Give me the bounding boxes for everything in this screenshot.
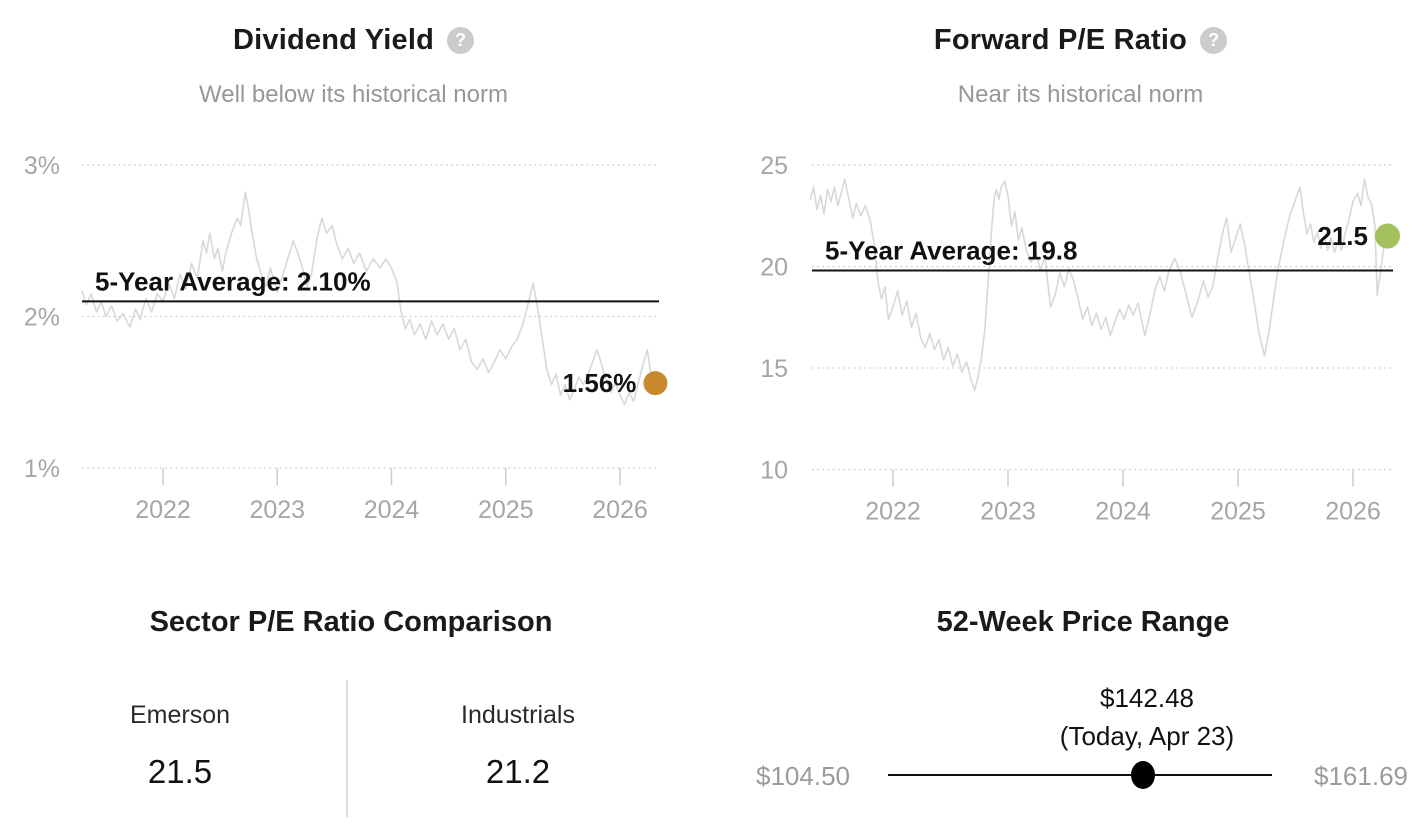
current-value-label: 21.5: [1317, 221, 1368, 251]
x-axis-label: 2025: [1210, 498, 1266, 526]
dividend-yield-title: Dividend Yield: [232, 24, 434, 56]
forward-pe-subtitle: Near its historical norm: [957, 81, 1204, 108]
column-divider: [346, 680, 348, 817]
y-axis-label: 25: [760, 152, 788, 180]
current-value-dot: [643, 371, 668, 396]
x-axis-label: 2026: [592, 496, 648, 524]
price-range-track: [888, 774, 1272, 776]
help-icon[interactable]: ?: [1200, 27, 1228, 54]
y-axis-label: 1%: [24, 455, 60, 483]
industrials-label: Industrials: [461, 701, 575, 729]
question-mark-glyph: ?: [455, 30, 466, 50]
dividend-yield-subtitle: Well below its historical norm: [199, 81, 508, 108]
series-line: [809, 178, 1389, 392]
forward-pe-header: Forward P/E Ratio ?: [727, 24, 1414, 57]
x-axis-label: 2025: [478, 496, 534, 524]
y-axis-label: 20: [760, 254, 788, 282]
current-price-date: (Today, Apr 23): [1059, 721, 1235, 751]
y-axis-label: 2%: [24, 304, 60, 332]
emerson-value: 21.5: [147, 753, 213, 790]
current-value-dot: [1375, 223, 1400, 249]
dividend-yield-header: Dividend Yield ?: [0, 24, 707, 57]
x-axis-label: 2023: [249, 496, 305, 524]
x-axis-label: 2026: [1325, 498, 1381, 526]
y-axis-label: 3%: [24, 152, 60, 180]
current-value-label: 1.56%: [563, 368, 637, 398]
series-line: [81, 191, 657, 406]
price-range-title: 52-Week Price Range: [936, 606, 1230, 638]
x-axis-label: 2022: [865, 498, 921, 526]
forward-pe-title: Forward P/E Ratio: [933, 24, 1188, 56]
help-icon[interactable]: ?: [447, 27, 474, 54]
range-high-label: $161.69: [1314, 761, 1408, 791]
range-low-label: $104.50: [756, 761, 850, 791]
x-axis-label: 2023: [980, 498, 1036, 526]
y-axis-label: 15: [760, 355, 788, 383]
x-axis-label: 2024: [1095, 498, 1151, 526]
average-label: 5-Year Average: 2.10%: [95, 266, 371, 296]
price-range-marker: [1131, 761, 1155, 789]
industrials-value: 21.2: [485, 753, 551, 790]
question-mark-glyph: ?: [1208, 30, 1220, 50]
x-axis-label: 2024: [364, 496, 420, 524]
average-label: 5-Year Average: 19.8: [825, 236, 1077, 266]
y-axis-label: 10: [760, 457, 788, 485]
emerson-label: Emerson: [129, 701, 231, 729]
sector-comparison-title: Sector P/E Ratio Comparison: [149, 606, 553, 638]
dividend-yield-chart[interactable]: 1% 2% 3% 2022 2023 2024 2025 2026 5-Year Average…: [0, 0, 707, 540]
current-price: $142.48: [1100, 683, 1194, 713]
x-axis-label: 2022: [135, 496, 191, 524]
